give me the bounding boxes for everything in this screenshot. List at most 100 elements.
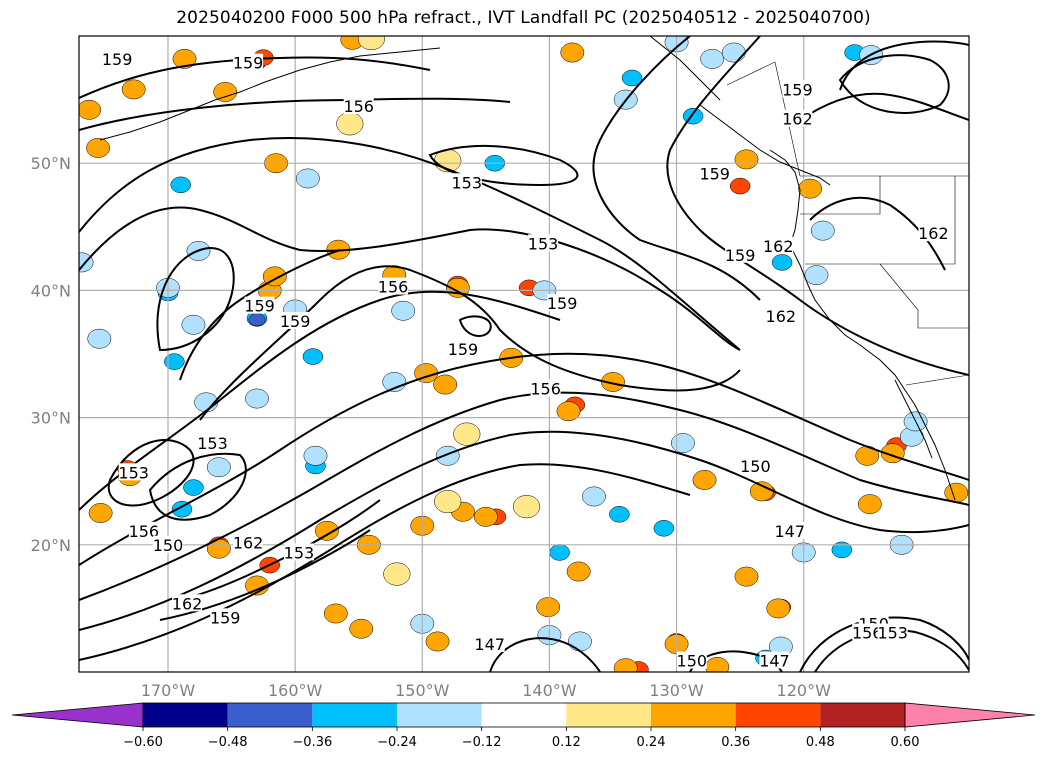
ivt-shaded-area	[810, 220, 835, 241]
ivt-shaded-area	[383, 562, 411, 586]
contour-label: 156	[852, 624, 883, 643]
ivt-shaded-area	[944, 482, 969, 503]
contour-label-bg	[759, 651, 790, 669]
contour-label: 159	[725, 246, 756, 265]
colorbar-tick-label: 0.12	[552, 735, 581, 750]
contour-label: 150	[153, 536, 184, 555]
contour-line-156-north	[79, 97, 511, 131]
ivt-shaded-area	[357, 36, 385, 51]
contour-label-bg	[102, 49, 133, 67]
contour-label-bg	[172, 594, 203, 612]
contour-line-150-band	[79, 352, 969, 566]
contour-line-se-cluster	[799, 616, 969, 672]
lon-tick-label: 140°W	[522, 681, 577, 700]
contour-label-bg	[918, 224, 949, 242]
ivt-shaded-area	[721, 42, 746, 63]
ivt-shaded-area	[566, 561, 591, 582]
ivt-shaded-area	[171, 500, 193, 518]
contour-label: 147	[474, 635, 505, 654]
ivt-shaded-area	[79, 252, 94, 273]
ivt-shaded-area	[213, 82, 238, 102]
ivt-shaded-area	[556, 401, 581, 422]
contour-label: 162	[233, 533, 264, 552]
contour-label-bg	[765, 306, 796, 324]
contour-line-159-ridge	[592, 36, 761, 301]
ivt-shaded-area	[692, 470, 717, 490]
contour-label: 153	[877, 624, 908, 643]
contour-label-bg	[877, 623, 908, 641]
contour-line-159-north	[79, 56, 431, 99]
ivt-shaded-area	[568, 631, 592, 652]
contour-label-bg	[474, 635, 505, 653]
alaska-coastline	[699, 104, 831, 186]
ivt-shaded-area	[560, 42, 585, 63]
contour-label: 150	[677, 652, 708, 671]
contour-label: 159	[102, 50, 133, 69]
contour-line-se-cluster-2	[814, 629, 969, 672]
contour-label: 162	[782, 110, 813, 129]
contour-line-north-loop	[838, 54, 950, 114]
contour-line-trough-inner	[79, 206, 741, 351]
map-background	[79, 36, 969, 672]
contour-label-bg	[547, 294, 578, 312]
contour-label: 153	[284, 543, 315, 562]
ivt-shaded-area	[435, 445, 460, 466]
lon-tick-label: 160°W	[268, 681, 323, 700]
contour-line-153-band	[79, 290, 561, 511]
ivt-shaded-area	[79, 99, 102, 120]
ivt-shaded-area	[473, 506, 498, 527]
contour-label: 153	[528, 234, 559, 253]
contour-label: 156	[378, 278, 409, 297]
contour-label: 156	[129, 522, 160, 541]
ivt-shaded-area	[831, 541, 853, 559]
colorbar-segment	[566, 703, 651, 727]
bc-coastline	[769, 149, 801, 246]
ivt-shaded-area	[729, 177, 751, 195]
contour-label-bg	[699, 164, 730, 182]
contour-label-bg	[128, 521, 159, 539]
contour-label-bg	[378, 277, 409, 295]
contour-label: 159	[210, 608, 241, 627]
colorbar-tick-label: 0.48	[806, 735, 835, 750]
contour-line-159-nw	[156, 247, 235, 352]
colorbar-extend-max	[904, 702, 1036, 728]
contour-label: 147	[759, 652, 790, 671]
map-frame	[78, 35, 970, 673]
colorbar-frame	[142, 702, 906, 728]
contour-label: 156	[343, 97, 374, 116]
ivt-shaded-area	[206, 457, 231, 478]
colorbar: −0.60 −0.48 −0.36 −0.24 −0.12 0.12 0.24 0.36 0.4…	[11, 702, 1036, 750]
ivt-shaded-area	[453, 422, 481, 446]
colorbar-tick-label: 0.60	[891, 735, 920, 750]
colorbar-segment	[481, 703, 567, 727]
contour-label-bg	[852, 623, 883, 641]
contour-line-159-mid	[179, 249, 341, 381]
contour-line-loop-157	[458, 315, 492, 337]
contour-label-bg	[118, 463, 149, 481]
ivt-shaded-area	[170, 176, 191, 194]
colorbar-segment	[820, 703, 905, 727]
colorbar-tick-label: −0.60	[123, 735, 163, 750]
ivt-shaded-area	[315, 520, 339, 541]
colorbar-tick-label: 0.36	[721, 735, 750, 750]
ivt-shaded-area	[434, 489, 462, 514]
contour-label-bg	[740, 456, 771, 474]
contour-label-bg	[244, 296, 275, 314]
contour-label: 159	[280, 312, 311, 331]
alaska-islands	[99, 81, 266, 141]
ivt-shaded-area	[86, 138, 110, 158]
contour-label: 162	[172, 594, 203, 613]
lat-tick-label: 40°N	[31, 281, 71, 300]
ivt-shaded-area	[734, 149, 759, 170]
state-border-or-ca	[805, 176, 956, 265]
contour-label-bg	[763, 236, 794, 254]
ivt-shaded-area	[609, 506, 630, 523]
contour-line-loop-sw	[148, 452, 247, 521]
ivt-shaded-area	[164, 353, 185, 370]
ivt-shaded-area	[613, 658, 638, 672]
colorbar-tick-label: −0.24	[377, 735, 417, 750]
lon-tick-label: 170°W	[141, 681, 196, 700]
alaska-canada-border	[726, 61, 801, 177]
colorbar-tick-label: −0.36	[292, 735, 332, 750]
map-title: 2025040200 F000 500 hPa refract., IVT La…	[176, 8, 871, 28]
